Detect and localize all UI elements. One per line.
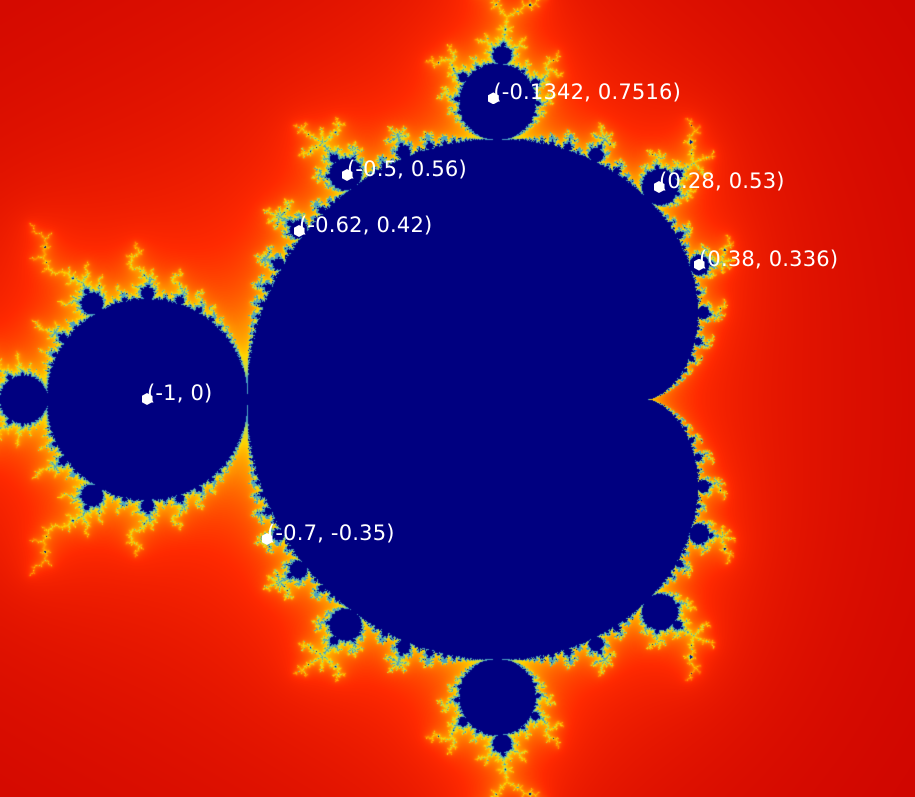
point-marker-dot-icon[interactable]: [487, 92, 499, 105]
point-marker-dot-icon[interactable]: [653, 181, 665, 193]
point-marker-dot-icon[interactable]: [341, 169, 353, 181]
point-marker-dot-icon[interactable]: [261, 533, 273, 545]
point-coordinate-label: (-1, 0): [147, 381, 213, 405]
point-coordinate-label: (0.28, 0.53): [659, 169, 785, 193]
point-coordinate-label: (-0.7, -0.35): [267, 521, 395, 545]
point-marker-dot-icon[interactable]: [293, 225, 305, 237]
point-marker-dot-icon[interactable]: [141, 393, 153, 405]
point-marker-dot-icon[interactable]: [693, 258, 705, 271]
point-coordinate-label: (-0.5, 0.56): [347, 157, 467, 181]
point-coordinate-label: (0.38, 0.336): [699, 246, 839, 271]
point-coordinate-label: (-0.1342, 0.7516): [493, 80, 681, 105]
point-coordinate-label: (-0.62, 0.42): [299, 213, 433, 237]
